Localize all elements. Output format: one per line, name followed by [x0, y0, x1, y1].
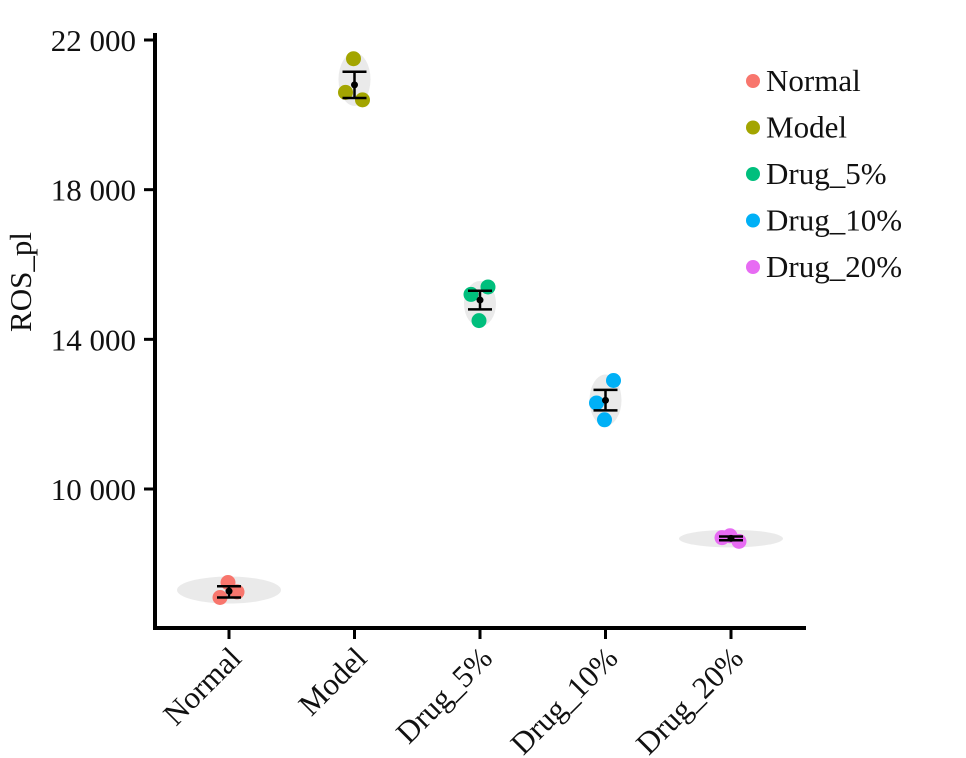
- points-layer: [212, 51, 747, 606]
- legend-label: Drug_20%: [766, 249, 902, 284]
- data-point: [606, 372, 621, 388]
- data-point: [229, 584, 245, 600]
- data-point: [346, 51, 361, 67]
- legend-key: [746, 260, 760, 274]
- legend-key: [746, 74, 760, 88]
- y-tick-label: 22 000: [51, 23, 136, 58]
- data-point: [471, 313, 487, 329]
- legend-label: Model: [766, 110, 847, 145]
- legend-key: [746, 167, 760, 181]
- legend-label: Normal: [766, 63, 861, 98]
- y-tick-label: 18 000: [51, 173, 136, 208]
- x-tick-label: Normal: [156, 640, 248, 732]
- legend-key: [746, 120, 760, 135]
- y-ticks: 10 000 14 000 18 000 22 000: [51, 23, 155, 507]
- violin-layer: [177, 52, 783, 604]
- x-tick-label: Drug_5%: [389, 640, 499, 750]
- legend-label: Drug_5%: [766, 156, 887, 191]
- data-point: [338, 84, 353, 100]
- data-point: [355, 92, 370, 108]
- legend: Normal Model Drug_5% Drug_10% Drug_20%: [746, 63, 902, 284]
- y-axis-title: ROS_pl: [3, 232, 38, 332]
- x-tick-label: Drug_10%: [504, 640, 625, 758]
- mean-point: [225, 587, 233, 595]
- x-ticks: Normal Model Drug_5% Drug_10% Drug_20%: [156, 628, 750, 758]
- data-point: [589, 395, 604, 411]
- data-point: [597, 412, 612, 428]
- mean-point: [602, 396, 609, 404]
- x-tick-label: Drug_20%: [629, 640, 750, 758]
- data-point: [480, 279, 496, 295]
- legend-label: Drug_10%: [766, 203, 902, 238]
- y-tick-label: 10 000: [51, 472, 136, 507]
- y-tick-label: 14 000: [51, 322, 136, 357]
- mean-point: [727, 534, 735, 542]
- legend-key: [746, 213, 760, 228]
- data-point: [463, 286, 479, 302]
- errorbar-layer: [217, 70, 743, 599]
- mean-point: [476, 296, 484, 304]
- x-tick-label: Model: [291, 640, 373, 722]
- mean-point: [351, 81, 358, 89]
